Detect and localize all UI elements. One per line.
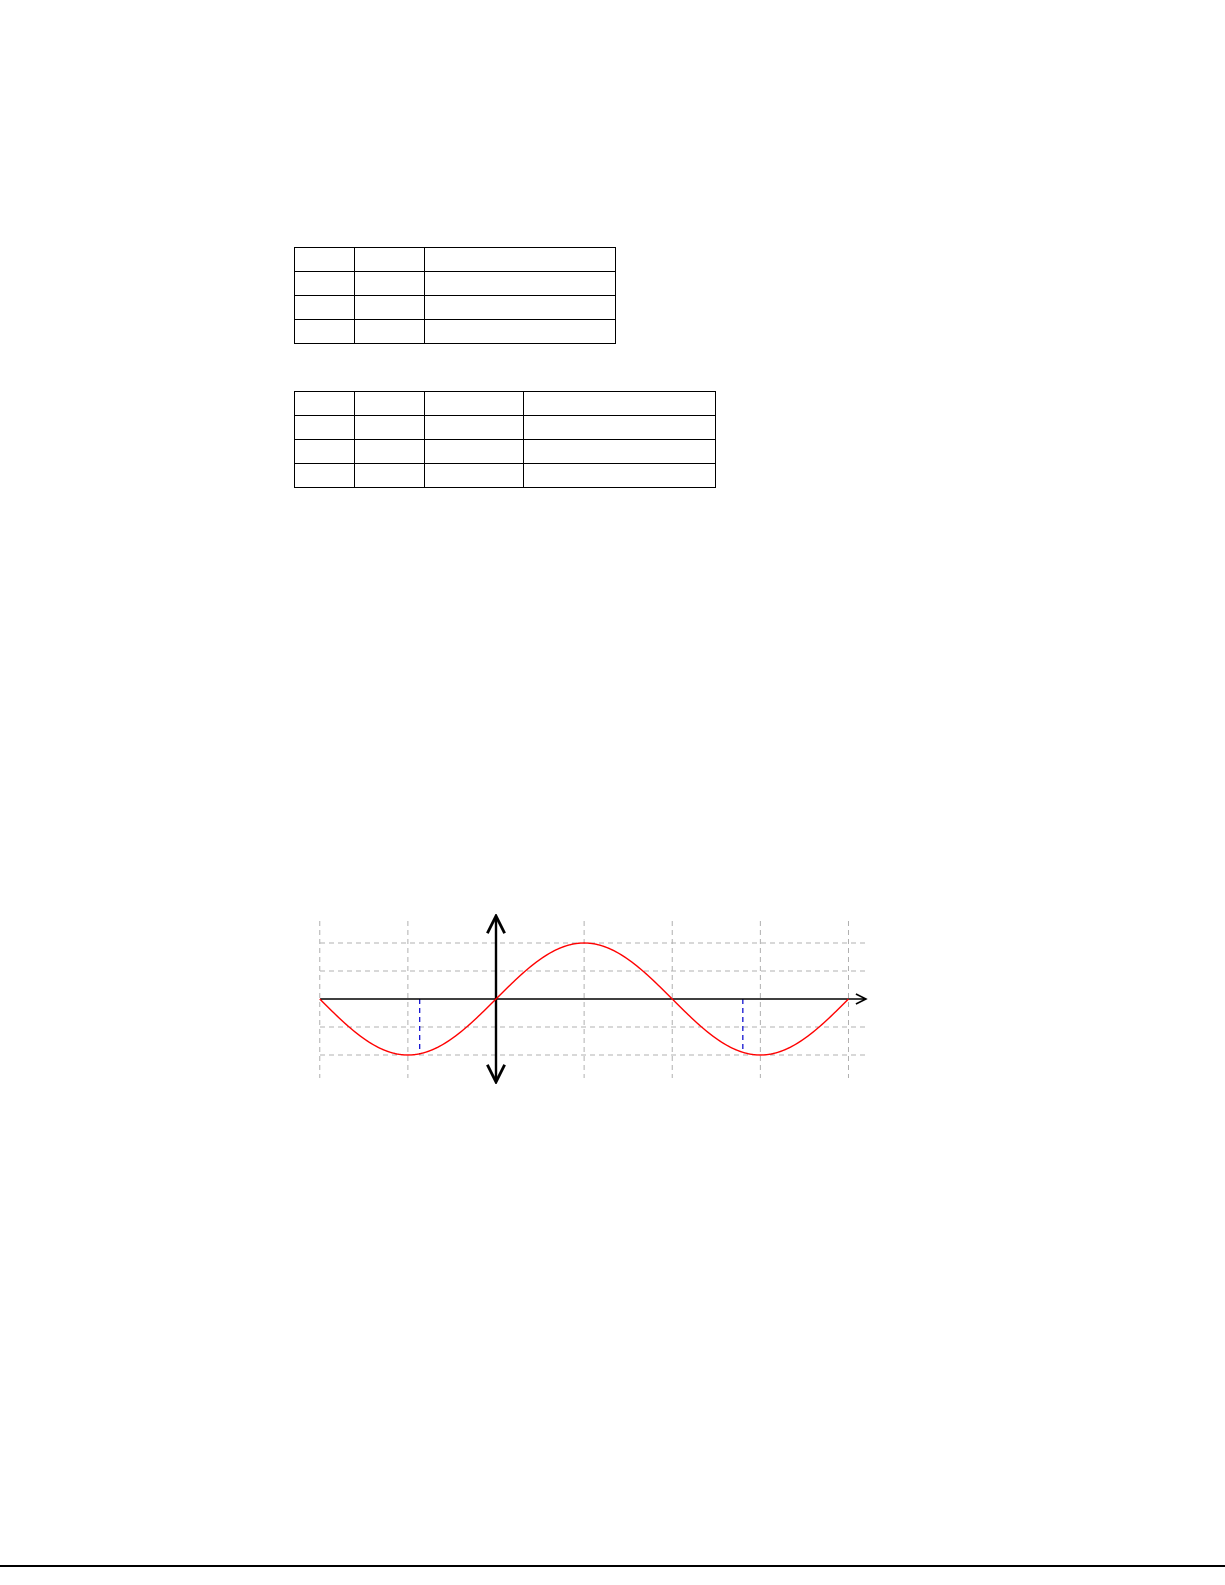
table-cell: [424, 415, 524, 440]
table-cell: [354, 391, 425, 416]
table-row: [294, 391, 716, 416]
reference-lines: [419, 999, 744, 1054]
table-cell: [523, 391, 716, 416]
table-2: [294, 391, 716, 488]
table-cell: [424, 247, 616, 272]
sine-curve: [319, 942, 849, 1056]
table-row: [294, 295, 616, 320]
curve-layer: [319, 942, 849, 1056]
table-cell: [354, 319, 425, 344]
axes: [320, 916, 866, 1082]
table-1: [294, 247, 616, 344]
sine-chart: [319, 0, 1225, 1100]
table-row: [294, 319, 616, 344]
table-cell: [523, 463, 716, 488]
table-cell: [294, 319, 355, 344]
grid-lines: [319, 921, 866, 1078]
table-cell: [424, 271, 616, 296]
table-1-body: [294, 247, 616, 344]
table-2-body: [294, 391, 716, 488]
footer-rule: [0, 1565, 1225, 1567]
table-cell: [424, 295, 616, 320]
table-cell: [424, 319, 616, 344]
table-cell: [294, 391, 355, 416]
table-row: [294, 463, 716, 488]
table-cell: [424, 463, 524, 488]
